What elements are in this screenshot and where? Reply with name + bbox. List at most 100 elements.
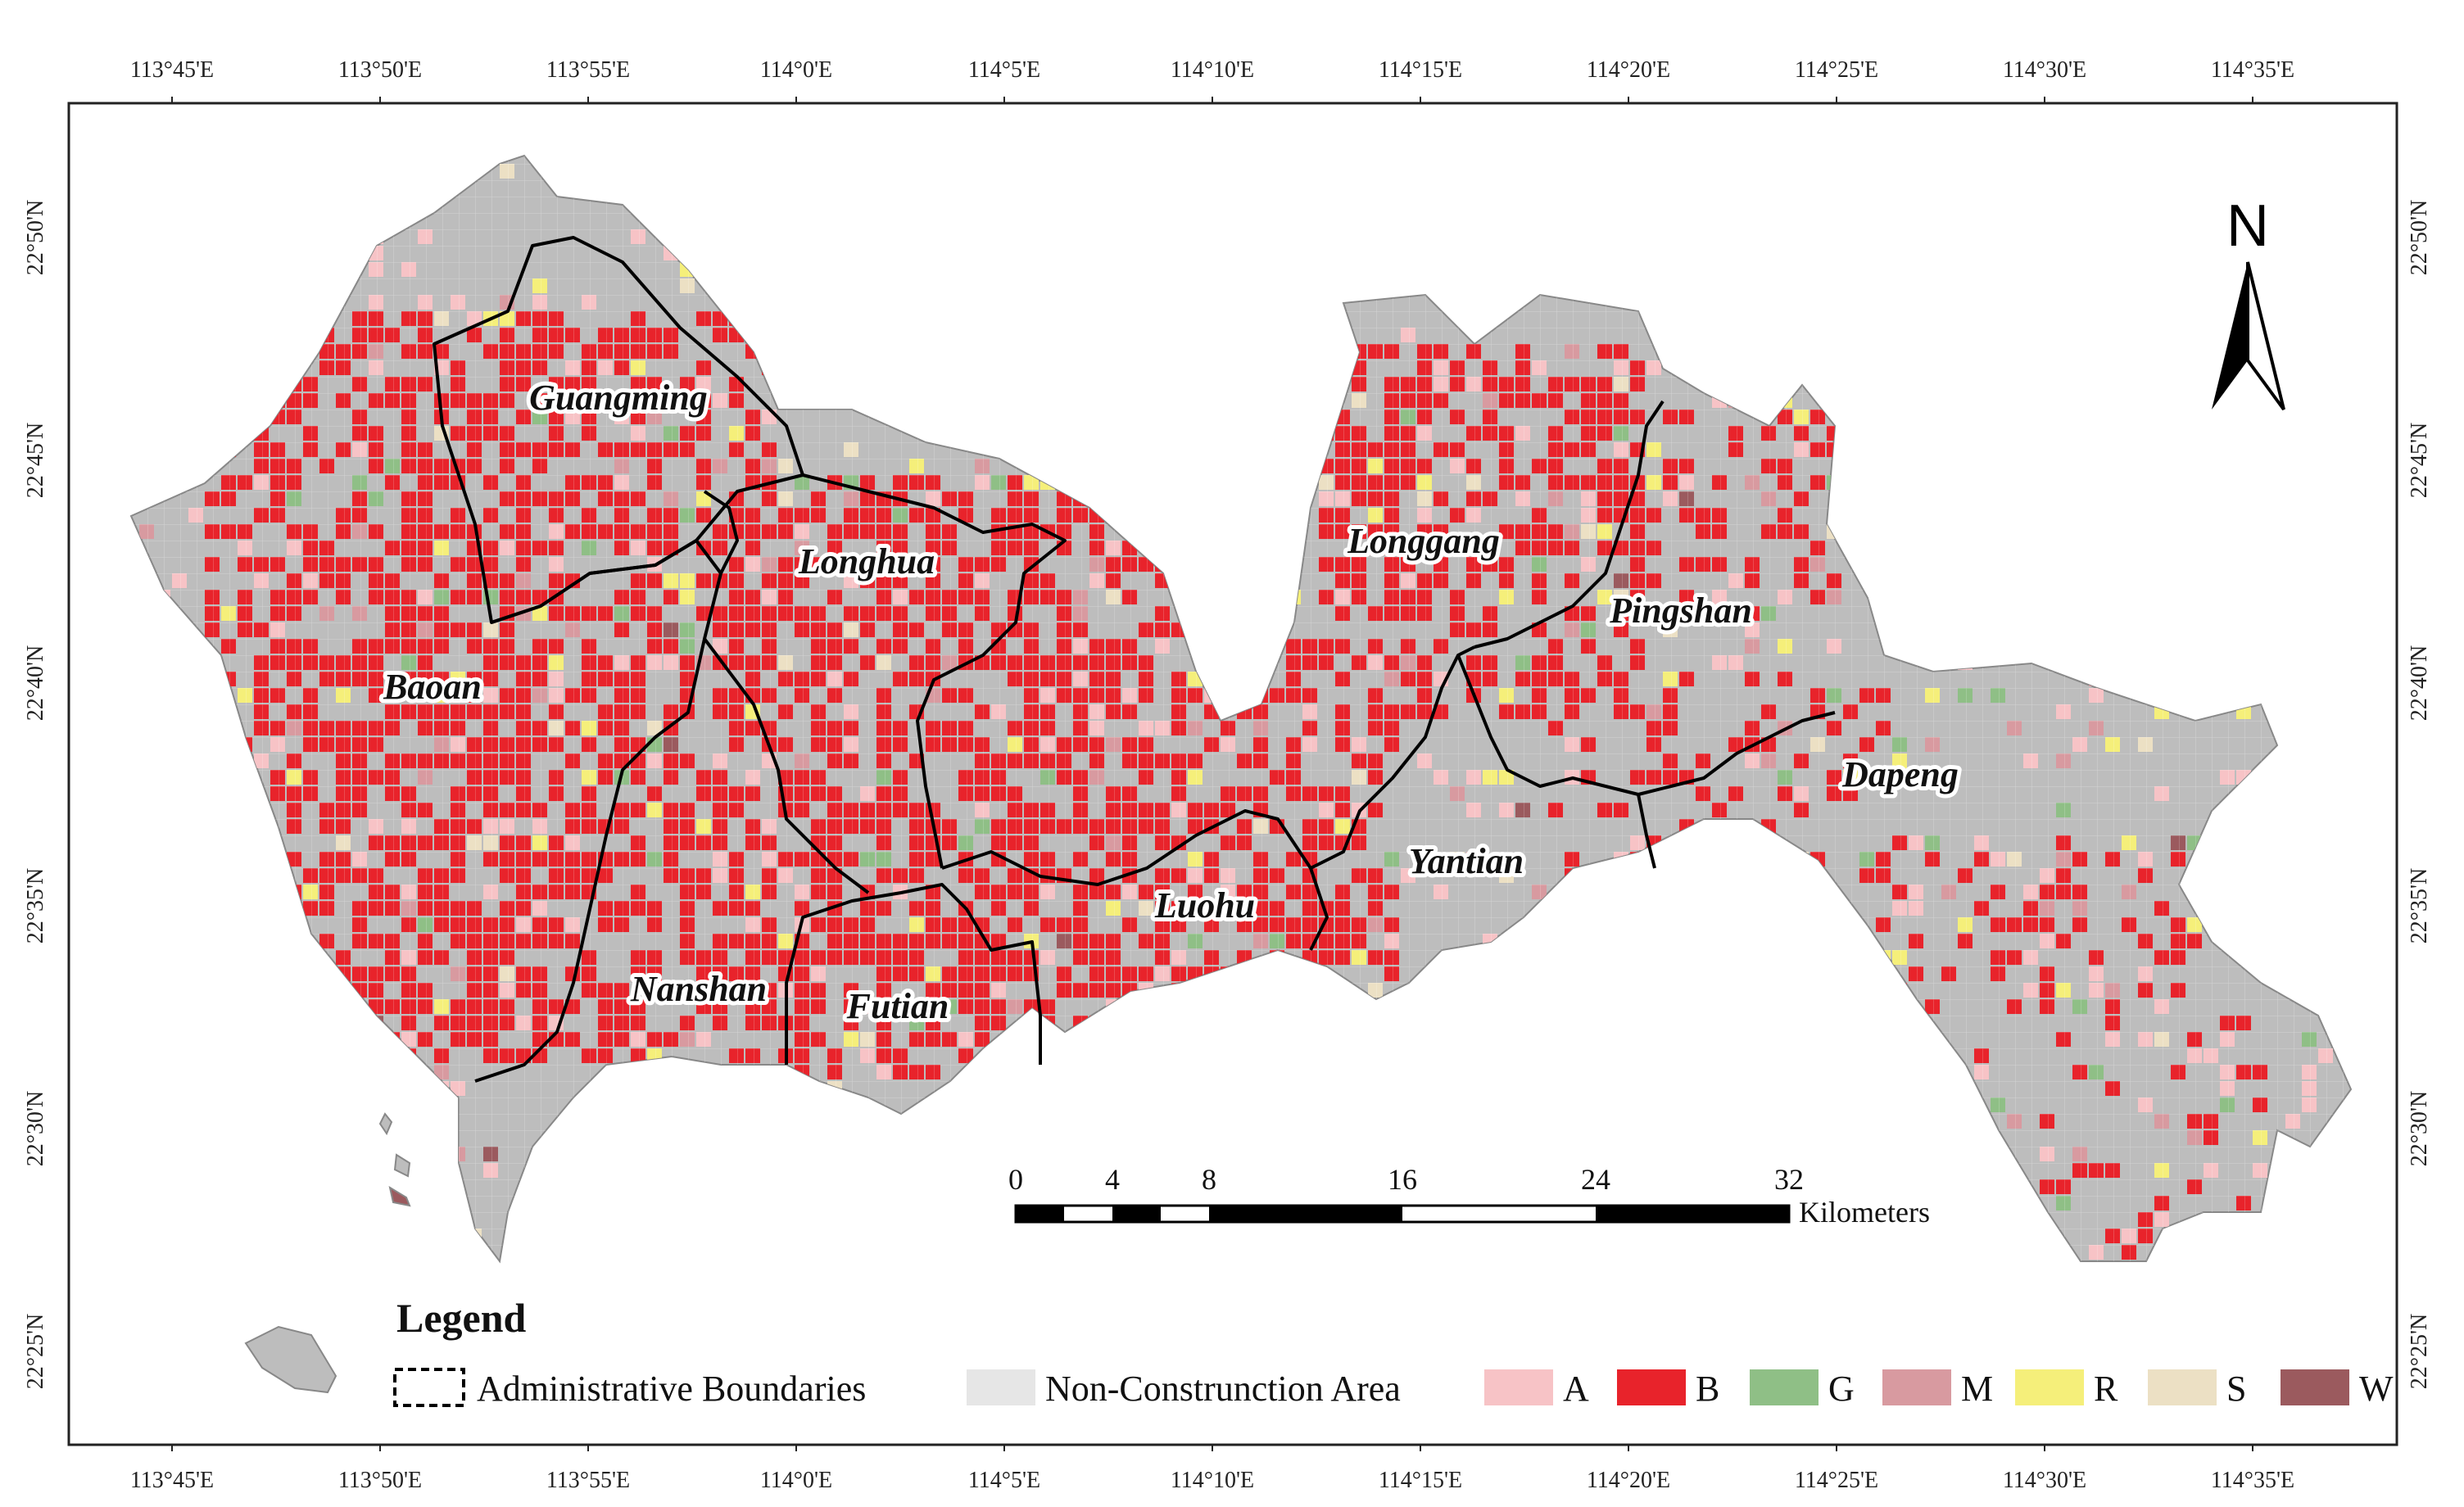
lon-tick-top: 113°50'E [338,57,422,83]
legend-swatch-G [1750,1369,1819,1405]
lat-tick-left: 22°40'N [23,645,48,721]
label-yantian: Yantian [1409,841,1524,881]
scale-tick-32: 32 [1774,1163,1804,1196]
lon-tick-top: 114°25'E [1795,57,1878,83]
lat-tick-right: 22°40'N [2407,645,2432,721]
legend-boundary-label: Administrative Boundaries [477,1369,866,1409]
longitude-ticks-bottom: 113°45'E 113°50'E 113°55'E 114°0'E 114°5'E 11… [130,1445,2294,1493]
scale-seg-4 [1596,1206,1789,1222]
legend-label-W: W [2359,1369,2394,1409]
island-small-3 [388,1185,411,1207]
lon-tick-bottom: 113°45'E [130,1468,214,1493]
scale-tick-16: 16 [1388,1163,1417,1196]
boundary-baoan-longhua [703,490,739,574]
legend-label-A: A [1563,1369,1589,1409]
label-longhua: Longhua [798,541,935,582]
scale-tick-24: 24 [1581,1163,1610,1196]
legend-swatch-S [2148,1369,2217,1405]
legend-swatch-W [2281,1369,2349,1405]
lat-tick-right: 22°50'N [2407,200,2432,275]
north-arrow-label: N [2226,193,2269,259]
scale-bar: 0 4 8 16 24 32 Kilometers [1008,1163,1930,1229]
label-futian: Futian [846,986,949,1026]
lon-tick-top: 114°15'E [1379,57,1462,83]
legend: Legend Administrative Boundaries Non-Con… [393,1295,2394,1409]
boundary-longgang-pingshan [1474,400,1665,649]
lon-tick-bottom: 114°30'E [2003,1468,2086,1493]
lon-tick-top: 113°55'E [546,57,630,83]
lon-tick-top: 114°30'E [2003,57,2086,83]
label-dapeng: Dapeng [1841,754,1959,794]
lon-tick-top: 113°45'E [130,57,214,83]
latitude-ticks-right: 22°50'N 22°45'N 22°40'N 22°35'N 22°30'N 22°25… [2407,200,2432,1389]
legend-label-R: R [2094,1369,2118,1409]
legend-label-B: B [1696,1369,1719,1409]
lon-tick-top: 114°35'E [2211,57,2294,83]
label-nanshan: Nanshan [630,969,767,1009]
administrative-boundaries [433,236,1836,1083]
boundary-pingshan-dapeng [1456,654,1836,796]
lat-tick-left: 22°50'N [23,200,48,275]
boundary-guangming [433,236,804,624]
legend-swatch-A [1484,1369,1553,1405]
boundary-luohu-yantian [1310,645,1475,870]
legend-swatch-B [1617,1369,1686,1405]
lat-tick-left: 22°45'N [23,423,48,498]
north-arrow-icon-right [2246,261,2285,411]
boundary-yantian-dapeng [1637,794,1656,869]
boundary-futian-luohu [941,809,1329,951]
longitude-ticks-top: 113°45'E 113°50'E 113°55'E 114°0'E 114°5'E 11… [130,57,2294,103]
lat-tick-left: 22°35'N [23,868,48,944]
scale-seg-2 [1112,1206,1161,1222]
scale-unit: Kilometers [1799,1196,1930,1229]
lat-tick-right: 22°35'N [2407,868,2432,944]
lon-tick-bottom: 114°25'E [1795,1468,1878,1493]
district-labels: Guangming Longhua Baoan Nanshan Futian L… [378,373,1963,1030]
legend-non-construction-swatch [967,1369,1035,1405]
lat-tick-left: 22°25'N [23,1314,48,1389]
lat-tick-right: 22°45'N [2407,423,2432,498]
lat-tick-right: 22°25'N [2407,1314,2432,1389]
north-arrow-icon [2212,262,2248,410]
boundary-longhua-east [802,473,1067,869]
legend-swatch-R [2015,1369,2084,1405]
lon-tick-bottom: 113°55'E [546,1468,630,1493]
lon-tick-bottom: 113°50'E [338,1468,422,1493]
scale-tick-0: 0 [1008,1163,1023,1196]
lon-tick-bottom: 114°5'E [968,1468,1040,1493]
legend-swatch-M [1882,1369,1951,1405]
lon-tick-top: 114°10'E [1171,57,1254,83]
latitude-ticks-left: 22°50'N 22°45'N 22°40'N 22°35'N 22°30'N 22°25… [23,200,48,1389]
label-pingshan: Pingshan [1609,591,1752,631]
scale-tick-4: 4 [1105,1163,1120,1196]
lon-tick-bottom: 114°20'E [1587,1468,1670,1493]
label-longgang: Longgang [1347,521,1500,561]
scale-tick-8: 8 [1202,1163,1216,1196]
lon-tick-bottom: 114°0'E [760,1468,832,1493]
north-arrow: N [2212,193,2285,411]
legend-boundary-swatch [393,1368,465,1407]
label-luohu: Luohu [1154,885,1255,925]
lon-tick-bottom: 114°15'E [1379,1468,1462,1493]
label-guangming: Guangming [529,378,708,418]
lat-tick-right: 22°30'N [2407,1091,2432,1166]
boundary-nanshan-futian [785,883,1042,1065]
scale-seg-3 [1209,1206,1402,1222]
boundary-baoan-nanshan [474,539,722,1083]
island-neilingding [244,1325,337,1394]
lat-tick-left: 22°30'N [23,1091,48,1166]
legend-label-G: G [1828,1369,1855,1409]
legend-title: Legend [396,1295,527,1341]
scale-seg-1 [1016,1206,1064,1222]
lon-tick-top: 114°20'E [1587,57,1670,83]
lon-tick-bottom: 114°10'E [1171,1468,1254,1493]
island-small-2 [393,1153,411,1178]
lon-tick-top: 114°0'E [760,57,832,83]
legend-non-construction-label: Non-Construnction Area [1045,1369,1401,1409]
lon-tick-bottom: 114°35'E [2211,1468,2294,1493]
legend-label-M: M [1961,1369,1993,1409]
lon-tick-top: 114°5'E [968,57,1040,83]
legend-label-S: S [2226,1369,2246,1409]
